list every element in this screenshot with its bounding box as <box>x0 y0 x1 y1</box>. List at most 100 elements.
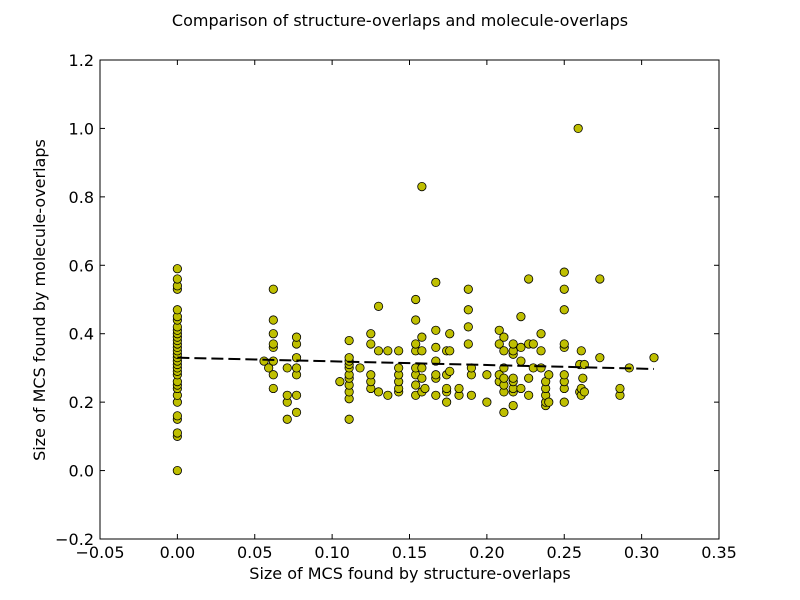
data-point <box>172 411 182 421</box>
data-point <box>573 123 583 134</box>
data-point <box>431 390 441 400</box>
data-point <box>373 301 384 311</box>
data-point <box>544 370 554 380</box>
data-point <box>417 373 427 383</box>
data-point <box>445 366 455 376</box>
data-point <box>411 315 421 325</box>
data-point <box>578 373 588 383</box>
data-point <box>335 377 345 387</box>
data-point <box>494 339 504 349</box>
data-point <box>494 325 504 335</box>
data-point <box>528 339 538 349</box>
data-point <box>463 322 473 332</box>
data-point <box>524 390 534 400</box>
data-point <box>431 342 441 352</box>
data-point <box>172 465 182 476</box>
y-tick-label: 0.8 <box>69 188 94 207</box>
data-point <box>417 363 427 373</box>
data-point <box>411 339 421 349</box>
data-point <box>344 335 354 346</box>
data-point <box>366 370 376 380</box>
data-point <box>536 329 546 339</box>
data-point <box>373 346 384 356</box>
data-point <box>268 315 278 325</box>
x-tick-label: 0.25 <box>546 543 582 562</box>
data-point <box>394 363 404 373</box>
data-point <box>559 305 569 315</box>
data-point <box>264 363 274 373</box>
data-point <box>291 407 302 418</box>
data-point <box>524 373 534 383</box>
data-point <box>344 353 354 363</box>
data-point <box>499 373 509 383</box>
y-axis-label: Size of MCS found by molecule-overlaps <box>30 139 49 461</box>
data-point <box>411 294 421 305</box>
data-point <box>411 380 421 390</box>
data-point <box>366 339 376 349</box>
data-point <box>282 363 292 373</box>
data-point <box>420 383 430 394</box>
data-point <box>291 363 302 373</box>
y-tick-label: 0.0 <box>69 462 94 481</box>
data-point <box>417 181 427 192</box>
y-tick-label: 0.6 <box>69 256 94 275</box>
data-point <box>516 356 526 366</box>
data-point <box>383 390 393 400</box>
x-tick-label: 0.20 <box>469 543 505 562</box>
data-point <box>268 383 278 394</box>
x-axis-label: Size of MCS found by structure-overlaps <box>249 564 570 583</box>
data-point <box>516 383 526 394</box>
y-tick-label: 0.2 <box>69 393 94 412</box>
data-point <box>268 284 278 294</box>
data-point <box>291 332 302 342</box>
data-point <box>431 370 441 380</box>
data-point <box>383 346 393 356</box>
data-point <box>595 353 605 363</box>
data-point <box>394 346 404 356</box>
data-point <box>482 370 492 380</box>
data-point <box>268 356 278 366</box>
data-point <box>431 277 441 287</box>
data-point <box>445 346 455 356</box>
y-tick-label: −0.2 <box>55 530 94 549</box>
data-point <box>482 397 492 407</box>
data-point <box>499 407 509 418</box>
data-point <box>282 414 292 424</box>
y-tick-label: 1.0 <box>69 119 94 138</box>
data-point <box>528 363 538 373</box>
data-point <box>373 387 384 397</box>
data-point <box>559 284 569 294</box>
data-point <box>172 305 182 315</box>
data-point <box>431 325 441 335</box>
data-point <box>559 397 569 407</box>
x-tick-label: −0.05 <box>75 543 124 562</box>
data-point <box>172 428 182 438</box>
data-point <box>417 332 427 342</box>
x-tick-label: 0.30 <box>624 543 660 562</box>
data-point <box>536 363 546 373</box>
data-point <box>508 400 518 411</box>
data-point <box>576 346 586 356</box>
data-point <box>454 383 464 394</box>
plot-area: −0.05 0.00 0.05 0.10 0.15 0.20 0.25 0.30 0.35 −0.… <box>55 51 737 562</box>
data-point <box>172 274 182 284</box>
data-point <box>524 274 534 284</box>
data-point <box>291 390 302 400</box>
x-tick-label: 0.35 <box>701 543 737 562</box>
data-point <box>516 342 526 352</box>
data-point <box>559 339 569 349</box>
data-point <box>442 383 452 394</box>
data-point <box>417 346 427 356</box>
x-tick-label: 0.15 <box>392 543 428 562</box>
data-point <box>649 353 659 363</box>
data-point <box>172 264 182 274</box>
y-tick-label: 1.2 <box>69 51 94 70</box>
data-point <box>508 339 518 349</box>
data-point <box>268 329 278 339</box>
data-point <box>268 370 278 380</box>
trend-line <box>177 356 655 370</box>
chart-title: Comparison of structure-overlaps and mol… <box>172 11 628 30</box>
x-tick-label: 0.05 <box>237 543 273 562</box>
data-point <box>508 373 518 383</box>
